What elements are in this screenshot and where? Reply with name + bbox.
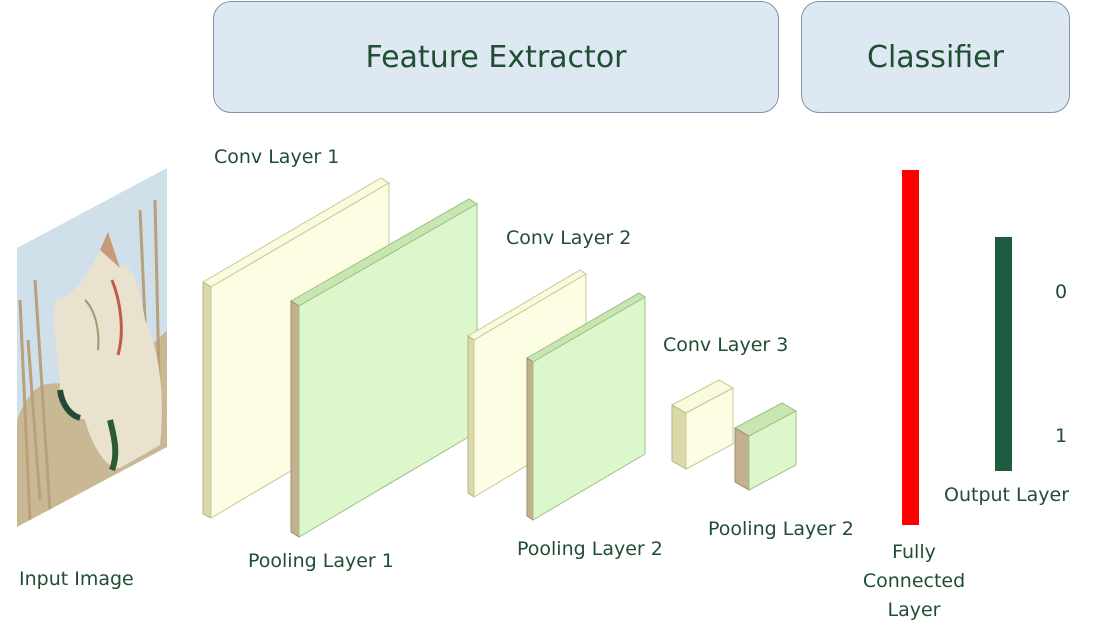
label-pooling-layer-3: Pooling Layer 2 <box>708 518 854 540</box>
label-conv-layer-2: Conv Layer 2 <box>506 227 632 249</box>
classifier-title: Classifier <box>867 39 1004 75</box>
feature-extractor-box: Feature Extractor <box>213 1 779 113</box>
input-image <box>17 168 167 527</box>
pooling-layer-1-block <box>290 198 478 538</box>
label-pooling-layer-2: Pooling Layer 2 <box>517 538 663 560</box>
label-fully-connected-layer: Fully Connected Layer <box>862 541 966 621</box>
label-conv-layer-1: Conv Layer 1 <box>214 146 340 168</box>
label-conv-layer-3: Conv Layer 3 <box>663 334 789 356</box>
fully-connected-bar <box>902 170 919 525</box>
label-pooling-layer-1: Pooling Layer 1 <box>248 550 394 572</box>
pooling-layer-3-block <box>733 402 798 491</box>
output-layer-bar <box>995 237 1012 471</box>
label-output-1: 1 <box>1055 425 1068 447</box>
conv-layer-3-block <box>670 379 735 470</box>
label-output-layer: Output Layer <box>944 484 1070 506</box>
label-output-0: 0 <box>1055 281 1068 303</box>
pooling-layer-2-block <box>526 292 646 521</box>
label-input-image: Input Image <box>19 568 134 590</box>
classifier-box: Classifier <box>801 1 1070 113</box>
feature-extractor-title: Feature Extractor <box>365 39 627 75</box>
